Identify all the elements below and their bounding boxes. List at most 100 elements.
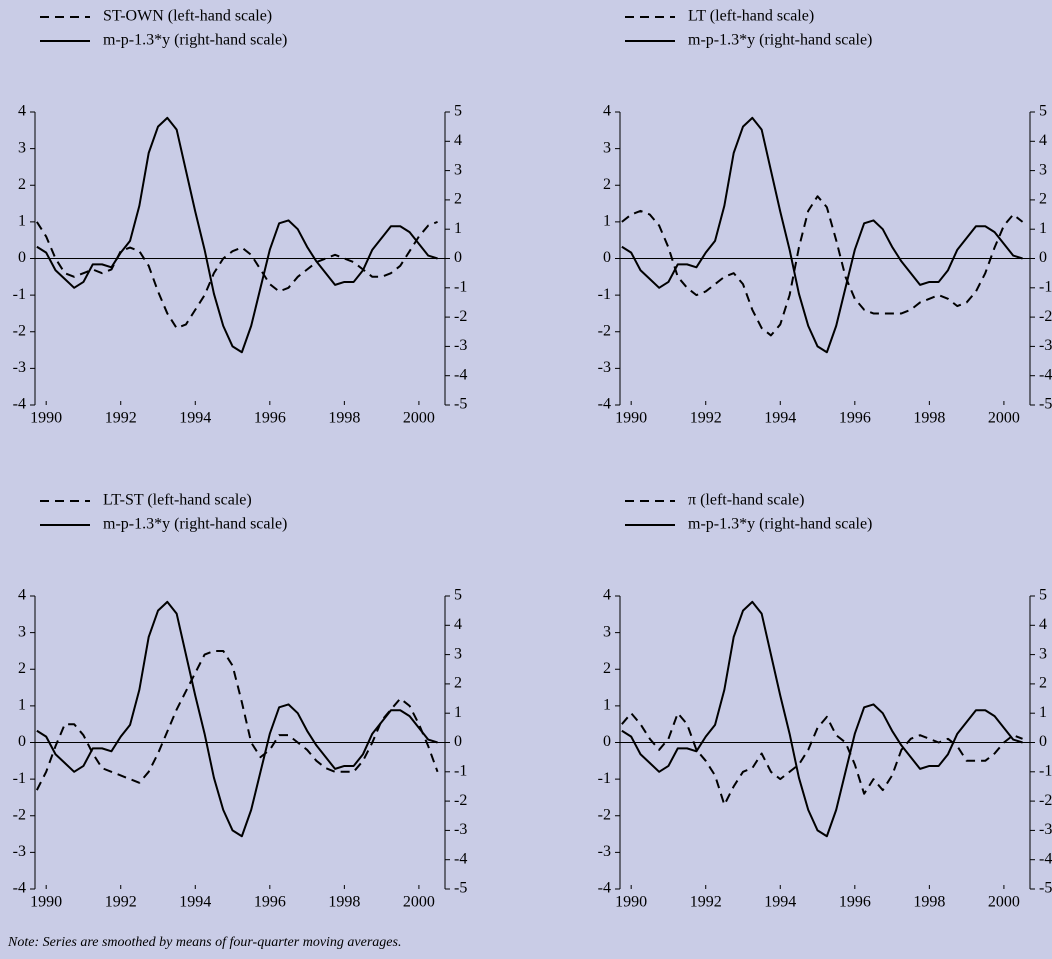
x-tick-label: 1992: [690, 894, 722, 911]
x-tick-label: 1996: [254, 410, 286, 427]
legend-label: m-p-1.3*y (right-hand scale): [688, 32, 872, 49]
legend-label: LT-ST (left-hand scale): [103, 492, 252, 509]
y2-tick-label: -4: [1039, 366, 1052, 383]
legend-label: m-p-1.3*y (right-hand scale): [103, 516, 287, 533]
y2-tick-label: 0: [454, 733, 462, 750]
y2-tick-label: 2: [1039, 191, 1047, 208]
x-tick-label: 1996: [839, 410, 871, 427]
y2-tick-label: -3: [454, 821, 467, 838]
y2-tick-label: -4: [454, 850, 467, 867]
note: Note: Series are smoothed by means of fo…: [7, 935, 401, 950]
y2-tick-label: -1: [1039, 762, 1052, 779]
y-tick-label: 1: [603, 697, 611, 714]
x-tick-label: 1996: [254, 894, 286, 911]
y2-tick-label: -5: [1039, 396, 1052, 413]
y-tick-label: -3: [598, 843, 611, 860]
y-tick-label: 2: [18, 660, 26, 677]
y2-tick-label: 3: [454, 645, 462, 662]
y-tick-label: -3: [598, 359, 611, 376]
y-tick-label: 3: [18, 139, 26, 156]
x-tick-label: 1994: [764, 894, 796, 911]
y2-tick-label: -5: [454, 396, 467, 413]
x-tick-label: 1990: [30, 410, 62, 427]
x-tick-label: 1998: [913, 894, 945, 911]
x-tick-label: 1994: [764, 410, 796, 427]
y-tick-label: -4: [13, 880, 26, 897]
legend-label: ST-OWN (left-hand scale): [103, 8, 272, 25]
y2-tick-label: 0: [1039, 733, 1047, 750]
y2-tick-label: 4: [1039, 616, 1047, 633]
y2-tick-label: 1: [454, 220, 462, 237]
y2-tick-label: -2: [1039, 792, 1052, 809]
y2-tick-label: -3: [1039, 821, 1052, 838]
series-line: [36, 220, 438, 330]
y-tick-label: 1: [18, 213, 26, 230]
y2-tick-label: -2: [1039, 308, 1052, 325]
y2-tick-label: 0: [454, 249, 462, 266]
y-tick-label: 3: [603, 139, 611, 156]
y-tick-label: 0: [603, 733, 611, 750]
x-tick-label: 1992: [105, 894, 137, 911]
series-line: [36, 600, 438, 838]
y-tick-label: 0: [18, 733, 26, 750]
y2-tick-label: 2: [454, 191, 462, 208]
y-tick-label: -3: [13, 359, 26, 376]
y2-tick-label: 5: [454, 103, 462, 120]
series-line: [621, 195, 1024, 337]
y2-tick-label: 3: [454, 161, 462, 178]
y-tick-label: 2: [603, 176, 611, 193]
y-tick-label: -1: [598, 770, 611, 787]
x-tick-label: 1992: [690, 410, 722, 427]
y-tick-label: 3: [603, 623, 611, 640]
x-tick-label: 1998: [328, 894, 360, 911]
legend-label: m-p-1.3*y (right-hand scale): [688, 516, 872, 533]
y-tick-label: 4: [603, 103, 611, 120]
y2-tick-label: -5: [454, 880, 467, 897]
y-tick-label: -2: [598, 322, 611, 339]
x-tick-label: 1994: [179, 410, 211, 427]
y-tick-label: -4: [13, 396, 26, 413]
series-line: [621, 600, 1023, 838]
y-tick-label: -2: [13, 806, 26, 823]
legend-label: π (left-hand scale): [688, 492, 804, 509]
y2-tick-label: -1: [1039, 278, 1052, 295]
y-tick-label: -3: [13, 843, 26, 860]
y-tick-label: -1: [13, 770, 26, 787]
y-tick-label: 0: [18, 249, 26, 266]
y-tick-label: -1: [598, 286, 611, 303]
y-tick-label: -4: [598, 880, 611, 897]
y2-tick-label: 5: [1039, 103, 1047, 120]
legend-label: LT (left-hand scale): [688, 8, 814, 25]
y2-tick-label: -3: [1039, 337, 1052, 354]
y2-tick-label: 5: [454, 587, 462, 604]
y2-tick-label: 3: [1039, 645, 1047, 662]
series-line: [621, 116, 1023, 354]
y2-tick-label: 1: [1039, 220, 1047, 237]
y2-tick-label: -4: [454, 366, 467, 383]
y2-tick-label: 1: [454, 704, 462, 721]
y2-tick-label: 4: [1039, 132, 1047, 149]
y2-tick-label: -5: [1039, 880, 1052, 897]
y-tick-label: -4: [598, 396, 611, 413]
x-tick-label: 1998: [913, 410, 945, 427]
y-tick-label: 4: [603, 587, 611, 604]
x-tick-label: 1994: [179, 894, 211, 911]
y-tick-label: 3: [18, 623, 26, 640]
y2-tick-label: 4: [454, 132, 462, 149]
x-tick-label: 2000: [988, 410, 1020, 427]
x-tick-label: 1992: [105, 410, 137, 427]
series-line: [36, 116, 438, 354]
y2-tick-label: 5: [1039, 587, 1047, 604]
x-tick-label: 2000: [403, 894, 435, 911]
y-tick-label: 2: [603, 660, 611, 677]
y-tick-label: 1: [18, 697, 26, 714]
y-tick-label: 4: [18, 587, 26, 604]
y-tick-label: 1: [603, 213, 611, 230]
series-line: [35, 649, 439, 791]
y-tick-label: -2: [598, 806, 611, 823]
y2-tick-label: -1: [454, 278, 467, 295]
y-tick-label: 4: [18, 103, 26, 120]
y-tick-label: 0: [603, 249, 611, 266]
